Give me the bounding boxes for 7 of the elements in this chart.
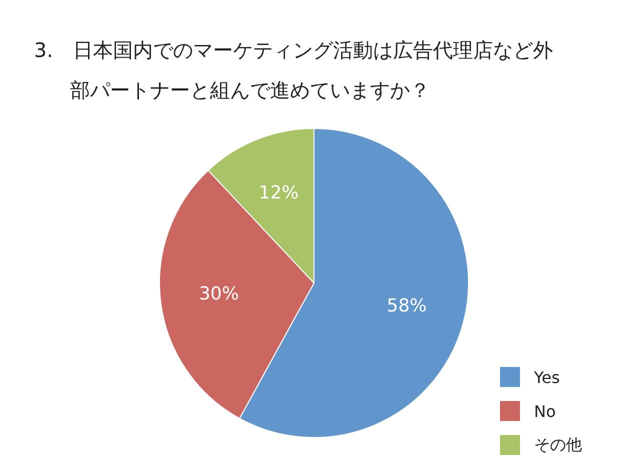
data-label: 30% <box>198 284 239 305</box>
data-label: 12% <box>258 182 299 204</box>
legend-label: No <box>534 402 556 420</box>
chart-title: 3. 日本国内でのマーケティング活動は広告代理店など外部パートナーと組んで進めていますか？ <box>34 37 554 104</box>
legend-label: Yes <box>534 368 560 386</box>
data-label: 58% <box>386 295 427 316</box>
legend-label: その他 <box>534 434 582 456</box>
